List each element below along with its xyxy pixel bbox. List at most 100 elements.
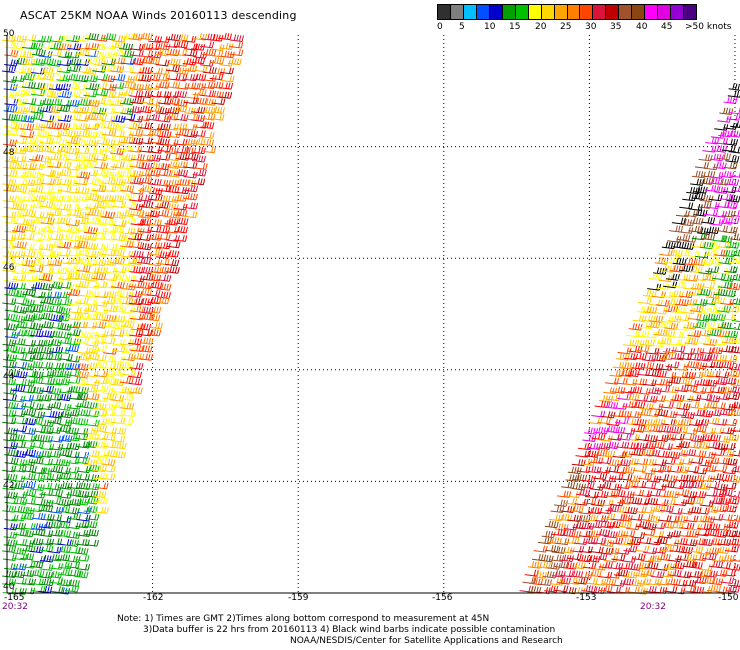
- wind-barb: [730, 121, 740, 129]
- wind-barb: [566, 577, 581, 585]
- wind-barb: [654, 563, 669, 571]
- wind-barb: [76, 66, 91, 74]
- wind-barb: [40, 410, 55, 418]
- wind-barb: [39, 403, 54, 411]
- wind-barb: [173, 209, 188, 217]
- wind-barb: [110, 297, 125, 305]
- wind-barb: [129, 170, 144, 178]
- wind-barb: [658, 443, 673, 451]
- wind-barb: [544, 545, 559, 553]
- wind-barb: [715, 201, 730, 209]
- wind-barb: [687, 313, 702, 321]
- wind-barb: [13, 57, 28, 66]
- wind-barb: [11, 129, 26, 137]
- wind-barb: [84, 528, 99, 537]
- wind-barb: [48, 353, 63, 361]
- wind-barb: [92, 457, 107, 465]
- wind-barb: [605, 547, 620, 555]
- wind-barb: [662, 371, 677, 379]
- wind-barb: [721, 443, 736, 451]
- wind-barb: [713, 505, 728, 513]
- wind-barb: [603, 425, 618, 433]
- wind-barb: [102, 98, 117, 107]
- wind-barb: [13, 306, 28, 314]
- wind-barb: [102, 441, 117, 449]
- wind-barb: [121, 353, 136, 362]
- wind-barb: [75, 187, 90, 195]
- wind-barb: [659, 505, 674, 513]
- wind-barb: [713, 145, 728, 153]
- wind-barb: [67, 299, 82, 306]
- wind-barb: [725, 585, 740, 593]
- wind-barb: [719, 345, 734, 353]
- lon-label: -153: [576, 593, 596, 603]
- wind-barb: [138, 32, 153, 41]
- wind-barb: [682, 474, 697, 483]
- wind-barb: [29, 394, 44, 402]
- wind-barb: [102, 392, 117, 401]
- wind-barb: [92, 490, 107, 498]
- wind-barb: [699, 258, 714, 266]
- wind-barb: [2, 256, 17, 265]
- wind-barb: [58, 386, 73, 394]
- legend-swatch: [580, 5, 594, 19]
- wind-barb: [657, 321, 672, 329]
- wind-barb: [156, 123, 171, 131]
- wind-barb: [121, 274, 136, 283]
- wind-barb: [682, 371, 697, 379]
- wind-barb: [40, 304, 55, 313]
- wind-barb: [3, 169, 18, 178]
- wind-barb: [641, 529, 656, 536]
- legend-labels: 0 5 10 15 20 25 30 35 40 45 >50 knots: [437, 20, 732, 34]
- wind-barb: [704, 184, 719, 192]
- wind-barb: [74, 297, 89, 305]
- wind-barb: [47, 59, 62, 67]
- wind-barb: [22, 578, 37, 586]
- wind-barb: [693, 298, 708, 306]
- wind-barb: [21, 544, 36, 553]
- wind-barb: [94, 243, 109, 251]
- wind-barb: [720, 274, 735, 282]
- wind-barb: [48, 322, 63, 329]
- wind-barb: [29, 185, 44, 193]
- wind-barb: [689, 545, 704, 554]
- wind-barb: [40, 144, 55, 153]
- wind-barb: [679, 546, 694, 554]
- wind-barb: [707, 409, 722, 417]
- wind-barb: [698, 433, 713, 442]
- wind-barb: [720, 554, 735, 563]
- wind-barb: [76, 563, 91, 571]
- wind-barb: [121, 201, 136, 209]
- wind-barb: [689, 371, 704, 379]
- wind-barb: [703, 338, 718, 346]
- wind-barb: [67, 58, 82, 66]
- wind-barb: [166, 170, 181, 178]
- wind-barb: [146, 99, 161, 106]
- wind-barb: [112, 184, 127, 193]
- wind-barb: [120, 361, 135, 370]
- wind-barb: [209, 90, 224, 99]
- wind-barb: [184, 184, 199, 193]
- wind-speed-legend: 0 5 10 15 20 25 30 35 40 45 >50 knots: [437, 4, 732, 34]
- wind-barb: [102, 314, 117, 322]
- wind-barb: [29, 361, 44, 369]
- wind-barb: [164, 113, 179, 121]
- wind-barb: [4, 49, 19, 57]
- wind-barb: [174, 40, 189, 49]
- wind-barb: [710, 322, 725, 331]
- wind-barb: [57, 194, 72, 203]
- wind-barb: [651, 505, 666, 513]
- wind-barb: [67, 498, 82, 507]
- wind-barb: [138, 105, 153, 114]
- wind-barb: [605, 504, 620, 513]
- wind-barb: [56, 505, 71, 513]
- wind-barb: [219, 42, 234, 50]
- wind-barb: [57, 393, 72, 402]
- wind-barb: [148, 35, 163, 43]
- lat-label: 48: [3, 148, 15, 158]
- wind-barb: [111, 154, 126, 162]
- wind-barb: [93, 345, 108, 353]
- wind-barb: [156, 242, 171, 250]
- wind-barb: [65, 539, 80, 547]
